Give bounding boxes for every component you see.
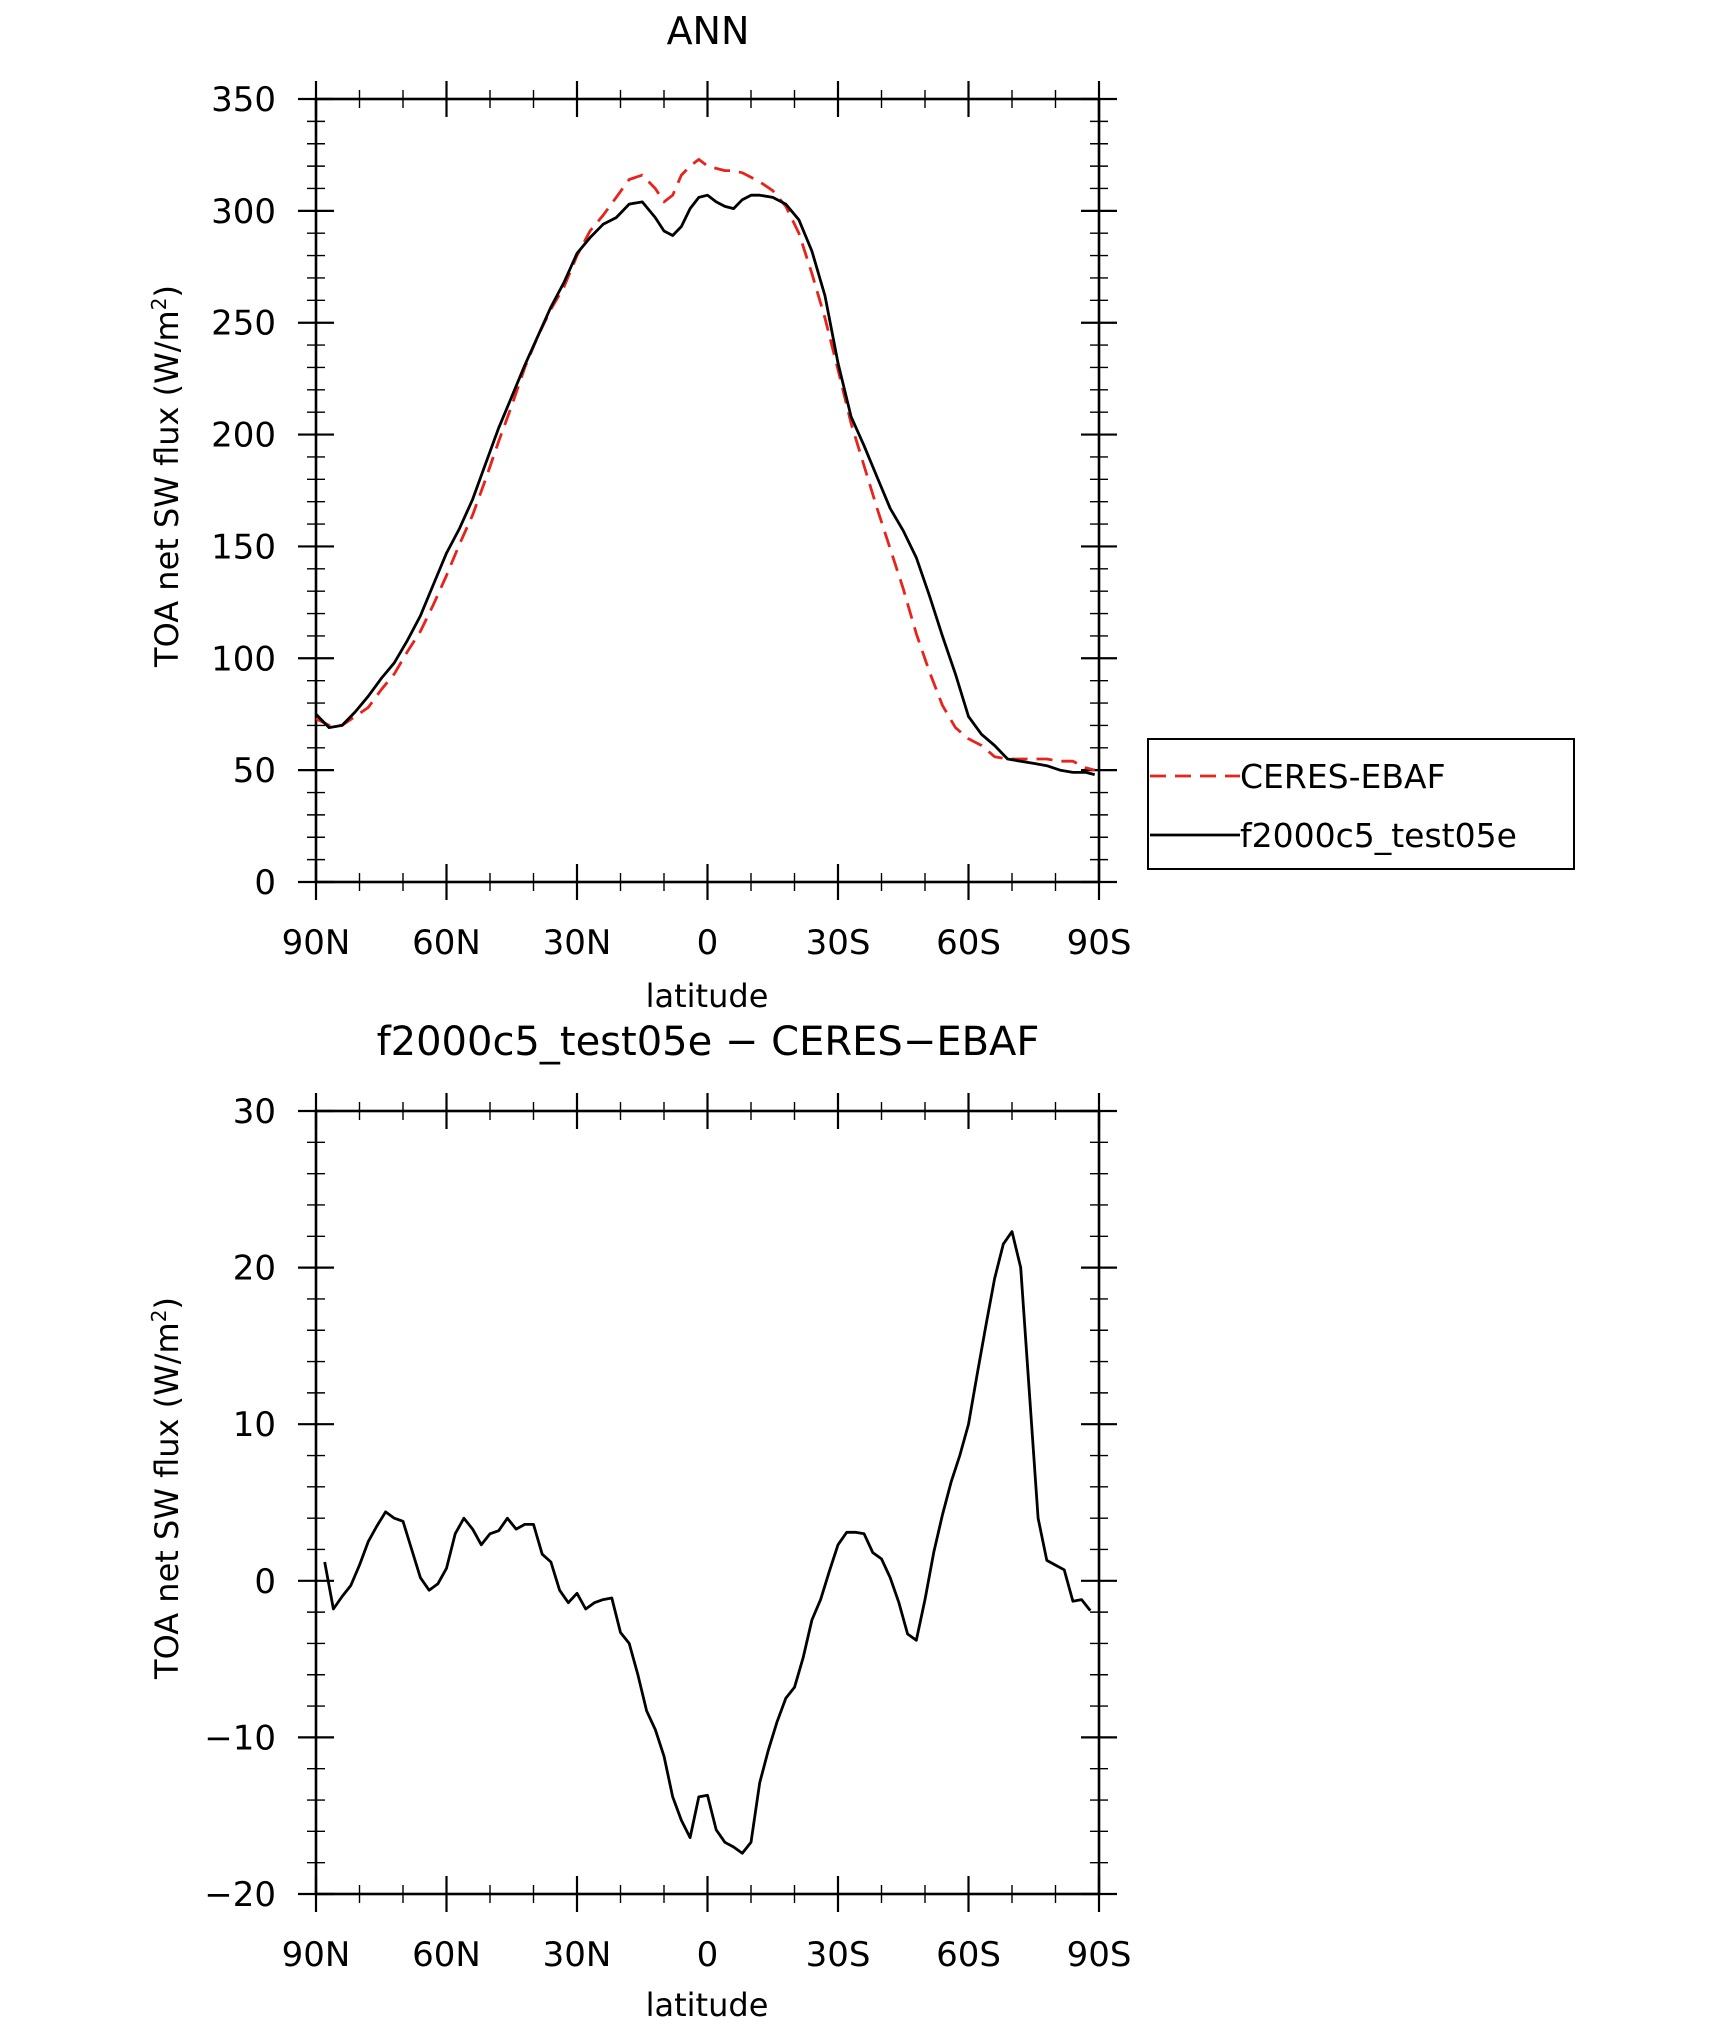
y-tick-label: 150: [211, 527, 276, 567]
y-tick-label: −20: [204, 1875, 276, 1915]
y-tick-label: 200: [211, 416, 276, 456]
x-tick-label: 90N: [282, 923, 351, 963]
x-tick-label: 90N: [282, 1935, 351, 1975]
y-tick-label: 0: [254, 863, 276, 903]
legend: CERES-EBAF f2000c5_test05e: [1147, 738, 1575, 870]
bottom-y-axis-label: TOA net SW flux (W/m2): [147, 1297, 186, 1680]
y-tick-label: 30: [233, 1092, 276, 1132]
bottom-x-axis-label: latitude: [646, 1986, 769, 2021]
y-tick-label: 0: [254, 1562, 276, 1602]
series-line-difference: [323, 1230, 1092, 1855]
x-tick-label: 30S: [806, 1935, 871, 1975]
y-tick-label: 10: [233, 1405, 276, 1445]
legend-box: [1147, 738, 1575, 870]
legend-label-model: f2000c5_test05e: [1240, 816, 1517, 855]
bottom-y-ticks: −20 −10 0 10 20 30: [204, 1092, 1117, 1915]
bottom-y-axis-label-main: TOA net SW flux (W/m: [148, 1322, 186, 1680]
x-tick-label: 90S: [1067, 1935, 1132, 1975]
top-y-ticks: 0 50 100 150 200 250 300 350: [211, 80, 1117, 903]
y-tick-label: 50: [233, 751, 276, 791]
bottom-y-axis-label-tail: ): [148, 1297, 186, 1309]
x-tick-label: 0: [697, 1935, 719, 1975]
x-tick-label: 60N: [412, 923, 481, 963]
top-x-ticks: 90N 60N 30N 0 30S 60S 90S: [282, 81, 1132, 963]
top-y-axis-label-main: TOA net SW flux (W/m: [148, 310, 186, 668]
bottom-y-axis-label-sup: 2: [147, 1310, 171, 1323]
series-line-f2000c5-test05e: [314, 193, 1096, 776]
y-tick-label: 250: [211, 304, 276, 344]
x-tick-label: 0: [697, 923, 719, 963]
bottom-panel-title: f2000c5_test05e − CERES−EBAF: [377, 1019, 1040, 1065]
series-line-ceres-ebaf: [315, 157, 1096, 772]
top-x-axis-label: latitude: [646, 977, 769, 1015]
y-tick-label: 100: [211, 639, 276, 679]
bottom-x-ticks: 90N 60N 30N 0 30S 60S 90S: [282, 1093, 1132, 1975]
bottom-plot-frame: [314, 1109, 1101, 1896]
x-tick-label: 60N: [412, 1935, 481, 1975]
top-panel: ANN 0 50 100 150 200 250 300 350 90N 60N 30N 0 30S 6…: [147, 9, 1575, 1015]
top-panel-title: ANN: [667, 9, 750, 53]
x-tick-label: 60S: [936, 1935, 1001, 1975]
x-tick-label: 30S: [806, 923, 871, 963]
top-y-axis-label-tail: ): [148, 285, 186, 297]
x-tick-label: 30N: [543, 1935, 612, 1975]
top-y-axis-label-sup: 2: [147, 298, 171, 311]
x-tick-label: 30N: [543, 923, 612, 963]
bottom-panel: f2000c5_test05e − CERES−EBAF −20−1001020…: [147, 1019, 1132, 2024]
y-tick-label: 300: [211, 192, 276, 232]
x-tick-label: 60S: [936, 923, 1001, 963]
x-tick-label: 90S: [1067, 923, 1132, 963]
top-plot-frame: [314, 97, 1101, 884]
bottom-series: [323, 1230, 1092, 1855]
legend-label-ceres: CERES-EBAF: [1240, 757, 1446, 796]
y-tick-label: −10: [204, 1718, 276, 1758]
top-series: [314, 157, 1096, 776]
y-tick-label: 20: [233, 1249, 276, 1289]
top-y-axis-label: TOA net SW flux (W/m2): [147, 285, 186, 668]
y-tick-label: 350: [211, 80, 276, 120]
